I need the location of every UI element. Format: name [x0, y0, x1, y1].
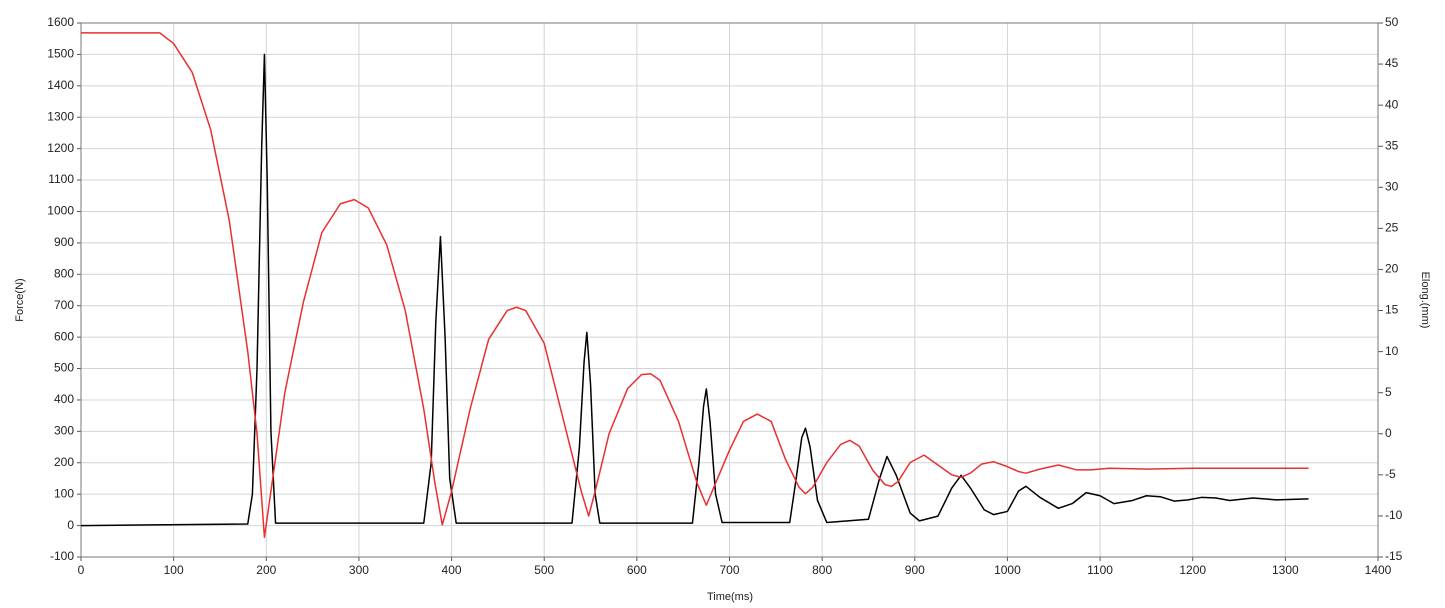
- y2-tick-label: 50: [1385, 15, 1399, 29]
- y-tick-label: 600: [54, 329, 74, 343]
- y2-tick-label: 0: [1385, 426, 1392, 440]
- y2-tick-label: -10: [1385, 508, 1403, 522]
- x-tick-label: 900: [905, 563, 925, 577]
- y-tick-label: 700: [54, 298, 74, 312]
- x-tick-label: 800: [812, 563, 832, 577]
- y-tick-label: 1100: [48, 172, 74, 186]
- y-tick-label: 1600: [47, 15, 74, 29]
- x-tick-label: 600: [627, 563, 647, 577]
- x-tick-label: 1400: [1365, 563, 1392, 577]
- y2-tick-label: 30: [1385, 179, 1399, 193]
- x-tick-label: 0: [78, 563, 85, 577]
- y-tick-label: -100: [50, 549, 74, 563]
- y-tick-label: 900: [54, 235, 74, 249]
- y-axis-title: Force(N): [14, 278, 26, 321]
- x-tick-label: 200: [256, 563, 276, 577]
- x-tick-label: 700: [719, 563, 739, 577]
- y2-tick-label: 35: [1385, 138, 1399, 152]
- y-tick-label: 100: [54, 486, 74, 500]
- x-tick-label: 1300: [1272, 563, 1299, 577]
- y-tick-label: 1000: [47, 204, 74, 218]
- y-tick-label: 1500: [47, 47, 74, 61]
- y-tick-label: 500: [54, 361, 74, 375]
- x-tick-label: 1200: [1179, 563, 1206, 577]
- y2-axis-title: Elong.(mm): [1419, 272, 1431, 329]
- y-tick-label: 1300: [47, 109, 74, 123]
- y2-tick-label: 15: [1385, 303, 1399, 317]
- x-tick-label: 500: [534, 563, 554, 577]
- y-tick-label: 0: [67, 518, 74, 532]
- y-tick-label: 800: [54, 266, 74, 280]
- y2-tick-label: 20: [1385, 262, 1399, 276]
- y2-tick-label: 10: [1385, 344, 1399, 358]
- y2-tick-label: 25: [1385, 221, 1399, 235]
- x-tick-label: 100: [164, 563, 184, 577]
- y2-tick-label: 5: [1385, 385, 1392, 399]
- series-line: [81, 32, 1309, 539]
- y-tick-label: 1200: [47, 141, 74, 155]
- y-tick-label: 300: [54, 424, 74, 438]
- x-tick-label: 300: [349, 563, 369, 577]
- series-line: [80, 53, 1309, 527]
- y2-tick-label: 40: [1385, 97, 1399, 111]
- x-tick-label: 1000: [994, 563, 1021, 577]
- y2-tick-label: 45: [1385, 56, 1399, 70]
- y2-tick-label: -5: [1385, 467, 1396, 481]
- y-tick-label: 400: [54, 392, 74, 406]
- plot-border: [80, 22, 1379, 558]
- y-tick-label: 1400: [47, 78, 74, 92]
- y-tick-label: 200: [54, 455, 74, 469]
- x-tick-label: 400: [442, 563, 462, 577]
- x-axis-title: Time(ms): [707, 591, 753, 603]
- y2-tick-label: -15: [1385, 549, 1403, 563]
- x-tick-label: 1100: [1087, 563, 1113, 577]
